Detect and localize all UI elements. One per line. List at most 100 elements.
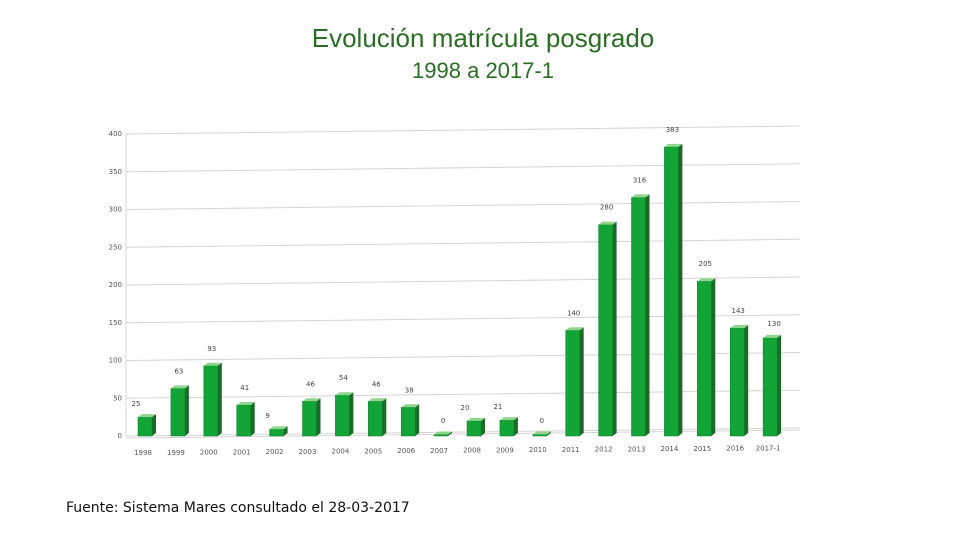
bar <box>631 194 650 437</box>
y-axis-ticks: 0 50 100 150 200 250 300 350 400 <box>109 130 122 440</box>
chart-subtitle: 1998 a 2017-1 <box>412 58 554 83</box>
gridline <box>125 238 801 248</box>
x-tick-label: 2003 <box>299 448 317 456</box>
bar-side <box>184 385 189 436</box>
data-label: 38 <box>405 386 414 394</box>
data-label: 46 <box>372 380 381 388</box>
bar <box>499 417 518 437</box>
bar-front <box>269 428 284 437</box>
bar-front <box>433 434 449 437</box>
bars <box>137 143 782 437</box>
x-axis-ticks: 1998 1999 2000 2001 2002 2003 2004 2005 2006 2007… <box>134 444 780 457</box>
x-tick-label: 2007 <box>430 447 448 455</box>
data-label: 93 <box>207 345 216 353</box>
data-label: 140 <box>567 309 580 317</box>
bar <box>532 431 551 437</box>
bar <box>400 404 420 437</box>
gridline <box>125 314 801 324</box>
bar <box>236 402 255 437</box>
y-tick-label: 100 <box>109 357 122 365</box>
bar-side <box>250 402 255 436</box>
bar-front <box>762 337 778 437</box>
bar-top <box>138 414 156 418</box>
bar-side <box>579 327 584 436</box>
bar-top <box>368 398 387 402</box>
bar-top <box>598 221 617 225</box>
data-label: 316 <box>633 176 647 184</box>
bar-side <box>283 426 288 436</box>
gridlines <box>125 125 801 439</box>
x-tick-label: 2014 <box>660 445 678 453</box>
gridline <box>125 389 801 399</box>
source-note: Fuente: Sistema Mares consultado el 28-0… <box>66 500 410 516</box>
bar-front <box>532 434 548 437</box>
bar-front <box>236 404 251 437</box>
bar-front <box>631 197 646 437</box>
bar-front <box>203 365 219 437</box>
x-tick-label: 2008 <box>463 447 481 455</box>
x-tick-label: 2000 <box>200 449 218 457</box>
data-label: 0 <box>540 417 544 425</box>
bar-side <box>481 417 485 436</box>
bar-front <box>697 280 712 437</box>
bar-front <box>466 420 482 437</box>
x-tick-label: 2013 <box>628 445 646 453</box>
bar-front <box>170 388 186 437</box>
bar <box>203 362 222 437</box>
bar-top <box>269 426 288 430</box>
bar-side <box>415 404 420 436</box>
bar-side <box>152 414 156 436</box>
bar-front <box>335 394 350 437</box>
bar-top <box>664 143 683 147</box>
bar-side <box>546 431 551 436</box>
bar-top <box>335 392 354 396</box>
bar-front <box>137 416 153 437</box>
chart-title: Evolución matrícula posgrado <box>311 23 655 53</box>
bar-top <box>302 398 321 402</box>
floor-line <box>125 429 801 439</box>
bar-side <box>316 398 321 436</box>
data-label: 383 <box>666 126 679 134</box>
bar-side <box>612 221 617 436</box>
data-label: 20 <box>461 404 470 412</box>
bar-front <box>499 419 515 437</box>
bar <box>137 414 156 437</box>
x-tick-label: 2004 <box>331 448 349 456</box>
data-label: 130 <box>767 320 780 328</box>
data-label: 143 <box>732 307 745 315</box>
bar-side <box>645 194 650 436</box>
y-tick-label: 150 <box>109 319 122 327</box>
bar-side <box>217 362 222 436</box>
x-tick-label: 2009 <box>496 446 514 454</box>
bar <box>565 327 584 437</box>
y-tick-label: 250 <box>109 243 122 251</box>
gridline <box>125 352 801 361</box>
bar-side <box>744 325 749 436</box>
bar-front <box>598 224 613 437</box>
bar <box>170 385 189 437</box>
x-tick-label: 2017-1 <box>756 444 781 452</box>
bar <box>762 334 782 437</box>
data-label: 21 <box>493 403 502 411</box>
data-label: 63 <box>174 367 183 375</box>
bar-front <box>368 401 383 437</box>
bar <box>269 426 288 437</box>
bar-front <box>302 401 317 437</box>
x-tick-label: 2002 <box>266 448 284 456</box>
gridline <box>125 125 801 135</box>
x-tick-label: 1998 <box>134 449 152 457</box>
data-labels: 25 63 93 41 9 46 54 46 38 0 20 21 0 140 280 316 383 205 14… <box>132 126 781 425</box>
data-label: 25 <box>132 400 141 408</box>
x-tick-label: 2015 <box>693 445 711 453</box>
data-label: 9 <box>265 412 269 420</box>
gridline <box>125 163 801 173</box>
data-label: 205 <box>699 260 712 268</box>
data-label: 46 <box>306 380 315 388</box>
bar <box>664 143 683 437</box>
bar-front <box>664 146 679 437</box>
bar-side <box>777 334 782 436</box>
bar <box>697 278 716 437</box>
x-tick-label: 2011 <box>562 446 580 454</box>
y-tick-label: 300 <box>109 206 122 214</box>
